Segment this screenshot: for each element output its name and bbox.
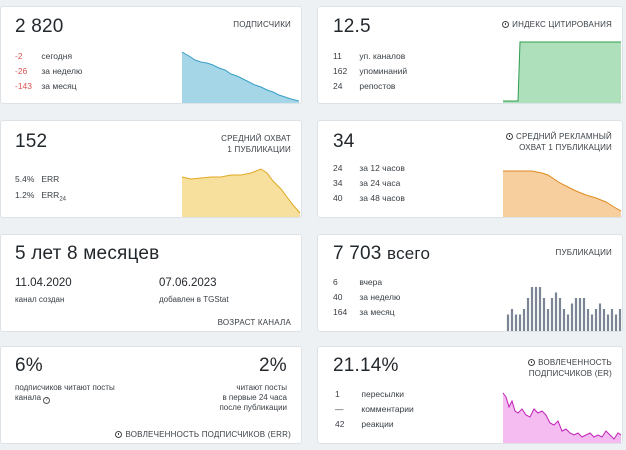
posts-bar	[538, 287, 542, 331]
ad-reach-card[interactable]: 34 средний рекламный охват 1 публикации …	[317, 120, 623, 218]
ad-reach-value: 34	[333, 131, 355, 152]
er-value: 21.14%	[333, 355, 399, 376]
ad-reach-chart	[503, 170, 622, 217]
stat-row-48h: 40 за 48 часов	[333, 193, 405, 203]
er-stats: 1 пересылки — комментарии 42 реакции	[335, 387, 414, 432]
info-icon[interactable]: ?	[43, 397, 51, 404]
er-chart	[502, 392, 622, 443]
posts-bar	[562, 309, 566, 331]
citation-label: индекс цитирования	[502, 19, 612, 30]
citation-card[interactable]: 12.5 индекс цитирования 11 уп. каналов 1…	[317, 6, 623, 104]
posts-bar	[554, 292, 558, 331]
posts-bar	[526, 298, 530, 331]
clock-icon	[502, 21, 510, 28]
engagement-err-card[interactable]: 6% подписчиков читают посты канала? 2% ч…	[0, 346, 302, 444]
citation-chart	[503, 41, 621, 103]
posts-bar	[586, 309, 590, 331]
posts-bar	[514, 314, 518, 331]
posts-bar	[606, 314, 610, 331]
stat-row-mentions: 162 упоминаний	[333, 66, 408, 76]
clock-icon	[506, 133, 514, 140]
channel-age-value: 5 лет 8 месяцев	[15, 243, 160, 264]
stat-row-reactions: 42 реакции	[335, 419, 394, 429]
engagement-err-label: вовлеченность подписчиков (ERR)	[115, 429, 291, 440]
err-percent-right: 2%	[259, 355, 287, 376]
posts-bar	[550, 298, 554, 331]
stat-row-comments: — комментарии	[335, 404, 414, 414]
stat-row-week: -26 за неделю	[15, 66, 83, 76]
avg-reach-value: 152	[15, 131, 48, 152]
clock-icon	[528, 359, 536, 366]
added-label: добавлен в TGStat	[159, 295, 229, 304]
stat-row-channels: 11 уп. каналов	[333, 51, 406, 61]
ad-reach-stats: 24 за 12 часов 34 за 24 часа 40 за 48 ча…	[333, 161, 405, 206]
subscribers-chart	[181, 51, 300, 103]
stat-row-24h: 34 за 24 часа	[333, 178, 401, 188]
posts-bar	[614, 314, 618, 331]
subscribers-stats: -2 сегодня -26 за неделю -143 за месяц	[15, 49, 82, 94]
posts-total: 7 703 всего	[333, 243, 431, 264]
posts-bar	[510, 309, 514, 331]
stat-row-posts-month: 164 за месяц	[333, 307, 395, 317]
engagement-er-card[interactable]: 21.14% вовлеченность подписчиков (ER) 1 …	[317, 346, 623, 444]
posts-bar	[506, 314, 510, 331]
stat-row-month: -143 за месяц	[15, 81, 77, 91]
created-label: канал создан	[15, 295, 65, 304]
subscribers-card[interactable]: 2 820 подписчики -2 сегодня -26 за недел…	[0, 6, 302, 104]
posts-bar	[570, 303, 574, 331]
stat-row-12h: 24 за 12 часов	[333, 163, 405, 173]
posts-bar	[542, 298, 546, 331]
err-left-text: подписчиков читают посты канала?	[15, 383, 115, 404]
stat-row-forwards: 1 пересылки	[335, 389, 404, 399]
posts-card[interactable]: 7 703 всего публикации 6 вчера 40 за нед…	[317, 234, 623, 332]
created-date: 11.04.2020	[15, 277, 72, 289]
posts-bar-chart	[506, 287, 622, 331]
subscribers-count: 2 820	[15, 16, 64, 37]
posts-bar	[578, 298, 582, 331]
engagement-er-label: вовлеченность подписчиков (ER)	[528, 358, 612, 378]
posts-bar	[530, 287, 534, 331]
citation-stats: 11 уп. каналов 162 упоминаний 24 репосто…	[333, 49, 407, 94]
posts-bar	[590, 314, 594, 331]
citation-index-value: 12.5	[333, 16, 371, 37]
posts-bar	[522, 309, 526, 331]
stat-row-yesterday: 6 вчера	[333, 277, 383, 287]
posts-bar	[518, 314, 522, 331]
posts-bar	[602, 309, 606, 331]
stat-row-err: 5.4% ERR	[15, 174, 60, 184]
posts-bar	[534, 287, 538, 331]
stat-row-err24: 1.2% ERR24	[15, 190, 67, 203]
stat-row-posts-week: 40 за неделю	[333, 292, 401, 302]
avg-reach-card[interactable]: 152 средний охват 1 публикации 5.4% ERR …	[0, 120, 302, 218]
posts-bar	[610, 309, 614, 331]
stat-row-today: -2 сегодня	[15, 51, 73, 61]
posts-bar	[546, 309, 550, 331]
stat-row-reposts: 24 репостов	[333, 81, 396, 91]
posts-label: публикации	[555, 248, 612, 257]
avg-reach-chart	[181, 168, 301, 217]
avg-reach-label: средний охват 1 публикации	[221, 134, 291, 154]
posts-bar	[594, 309, 598, 331]
channel-age-card[interactable]: 5 лет 8 месяцев 11.04.2020 канал создан …	[0, 234, 302, 332]
posts-stats: 6 вчера 40 за неделю 164 за месяц	[333, 275, 400, 320]
channel-age-label: возраст канала	[217, 318, 291, 327]
posts-bar	[618, 309, 622, 331]
ad-reach-label: средний рекламный охват 1 публикации	[506, 131, 612, 153]
posts-bar	[558, 298, 562, 331]
posts-bar	[574, 298, 578, 331]
posts-bar	[582, 298, 586, 331]
added-date: 07.06.2023	[159, 277, 217, 289]
posts-bar	[566, 314, 570, 331]
err-stats: 5.4% ERR 1.2% ERR24	[15, 171, 66, 208]
err-percent-left: 6%	[15, 355, 43, 376]
subscribers-label: подписчики	[233, 20, 291, 29]
clock-icon	[115, 431, 123, 438]
err-right-text: читают посты в первые 24 часа после публ…	[219, 383, 287, 412]
posts-bar	[598, 303, 602, 331]
